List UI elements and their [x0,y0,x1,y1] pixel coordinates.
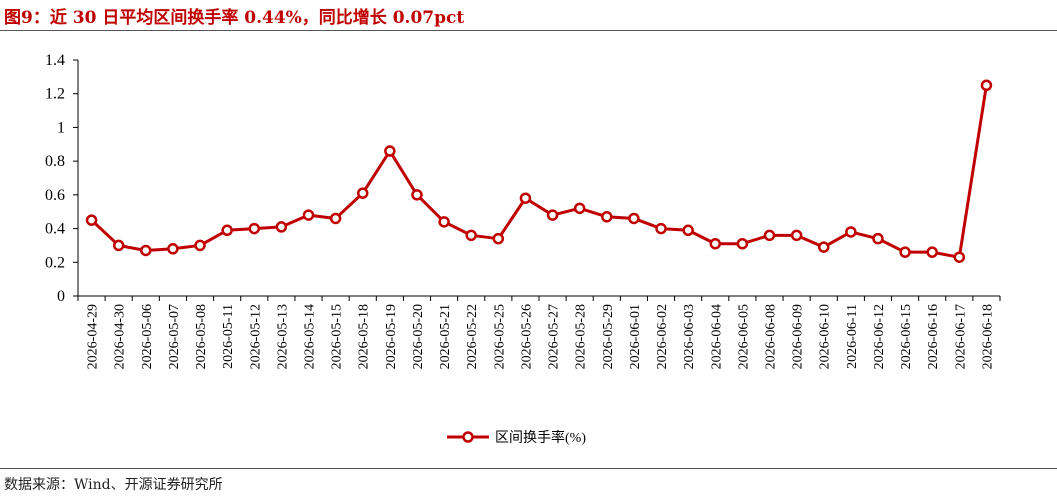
data-point [817,241,830,253]
data-point [736,237,749,250]
series-markers [85,79,993,263]
x-tick-label: 2026-06-08 [764,304,779,369]
x-tick-label: 2026-05-20 [411,304,426,369]
footer-divider [0,468,1057,469]
data-point [628,212,640,225]
y-tick-label: 0 [57,288,65,305]
y-tick-label: 0.4 [45,221,65,238]
x-tick-label: 2026-05-26 [519,304,534,369]
data-point [546,209,559,221]
x-tick-label: 2026-05-06 [140,304,155,369]
data-point [438,216,450,228]
x-tick-label: 2026-06-16 [926,304,941,369]
data-point [221,224,233,237]
data-point [465,229,477,242]
data-point [302,209,315,221]
series-line-group [90,85,988,259]
data-point [492,232,505,245]
data-point [845,226,857,238]
data-point [790,229,803,242]
data-point [763,229,776,242]
data-point [140,244,152,257]
chart-title: 图9：近 30 日平均区间换手率 0.44%，同比增长 0.07pct [4,8,465,28]
x-tick-label: 2026-06-12 [872,304,887,369]
x-tick-label: 2026-04-30 [113,304,128,369]
x-tick-label: 2026-06-09 [791,304,806,369]
x-tick-label: 2026-05-29 [601,304,616,369]
x-tick-label: 2026-06-10 [818,304,833,369]
x-tick-label: 2026-06-03 [682,304,697,369]
data-point [167,243,179,255]
data-point [601,211,613,223]
title-divider [0,30,1057,31]
x-tick-label: 2026-05-25 [492,304,507,369]
data-point [329,212,342,225]
data-point [248,222,261,235]
data-point [519,192,532,204]
y-tick-label: 0.6 [45,187,65,204]
x-tick-label: 2026-05-15 [330,304,345,369]
data-point [953,251,966,263]
data-point [709,237,722,250]
y-tick-label: 1 [57,119,65,136]
data-point [980,79,993,92]
data-point [112,239,125,252]
y-axis: 0 0.2 0.4 0.6 0.8 1 1.2 1.4 [45,52,79,305]
x-tick-label: 2026-05-28 [574,304,589,369]
x-tick-label: 2026-05-27 [547,304,562,369]
x-tick-label: 2026-06-05 [736,304,751,369]
x-tick-label: 2026-04-29 [86,304,101,369]
x-tick-label: 2026-05-12 [248,304,263,369]
data-point [899,246,911,258]
x-tick-label: 2026-06-18 [980,304,995,369]
x-tick-label: 2026-05-19 [384,304,399,369]
x-tick-label: 2026-06-11 [845,304,860,369]
x-tick-label: 2026-06-04 [709,304,724,369]
y-tick-label: 1.2 [45,86,65,103]
x-tick-label: 2026-06-01 [628,304,643,369]
data-point [872,232,884,245]
x-tick-label: 2026-05-14 [303,304,318,369]
legend-marker-swatch [462,431,474,443]
data-point [573,202,586,215]
x-tick-label: 2026-05-21 [438,304,453,369]
data-point [682,224,694,237]
x-tick-label: 2026-05-07 [167,304,182,369]
data-source: 数据来源：Wind、开源证券研究所 [4,477,223,493]
data-point [85,214,98,226]
x-tick-label: 2026-05-08 [194,304,209,369]
y-tick-label: 0.8 [45,153,65,170]
x-tick-label: 2026-06-17 [953,304,968,369]
legend-label: 区间换手率(%) [495,429,586,446]
data-point [194,239,206,252]
y-tick-label: 0.2 [45,254,65,271]
line-chart: 0 0.2 0.4 0.6 0.8 1 1.2 1.4 2026-04-29 2026-04-3… [45,52,1001,446]
x-tick-label: 2026-05-18 [357,304,372,369]
data-point [356,187,369,199]
x-tick-label: 2026-05-13 [275,304,290,369]
data-point [384,145,396,157]
x-tick-label: 2026-06-15 [899,304,914,369]
data-point [926,246,938,258]
data-point [411,189,423,201]
x-axis: 2026-04-29 2026-04-30 2026-05-06 2026-05-07… [77,295,1001,369]
data-point [275,221,288,233]
x-tick-label: 2026-05-11 [221,304,236,369]
data-point [655,222,667,235]
x-tick-label: 2026-05-22 [465,304,480,369]
y-tick-label: 1.4 [45,52,65,69]
legend: 区间换手率(%) [447,429,586,446]
x-tick-label: 2026-06-02 [655,304,670,369]
series-line [90,85,988,259]
